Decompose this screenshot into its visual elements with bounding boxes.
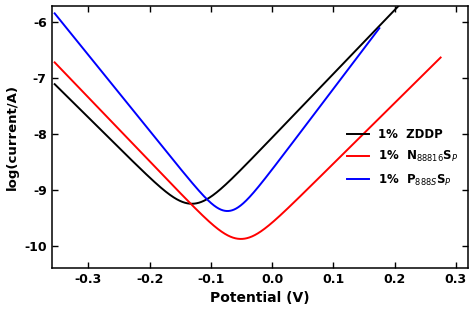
Line: 1%  P$_{888S}$S$_{P}$: 1% P$_{888S}$S$_{P}$: [55, 13, 379, 211]
1%  ZDDP: [154, 182, 159, 186]
Line: 1%  N$_{88816}$S$_{P}$: 1% N$_{88816}$S$_{P}$: [55, 58, 441, 239]
Legend: 1%  ZDDP, 1%  N$_{88816}$S$_{P}$, 1%  P$_{888S}$S$_{P}$: 1% ZDDP, 1% N$_{88816}$S$_{P}$, 1% P$_{8…: [347, 128, 458, 188]
1%  ZDDP: [158, 186, 164, 189]
1%  P$_{888S}$S$_{P}$: [335, 81, 341, 85]
X-axis label: Potential (V): Potential (V): [210, 291, 310, 305]
1%  N$_{88816}$S$_{P}$: [52, 61, 57, 64]
1%  P$_{888S}$S$_{P}$: [376, 26, 382, 30]
1%  N$_{88816}$S$_{P}$: [96, 106, 101, 110]
1%  ZDDP: [246, 160, 252, 164]
1%  ZDDP: [52, 82, 57, 86]
1%  N$_{88816}$S$_{P}$: [200, 214, 206, 217]
1%  N$_{88816}$S$_{P}$: [217, 228, 222, 232]
1%  ZDDP: [296, 108, 302, 112]
1%  ZDDP: [213, 191, 219, 195]
1%  P$_{888S}$S$_{P}$: [225, 209, 230, 213]
1%  N$_{88816}$S$_{P}$: [438, 56, 444, 59]
1%  P$_{888S}$S$_{P}$: [108, 81, 114, 85]
1%  P$_{888S}$S$_{P}$: [89, 57, 94, 61]
1%  P$_{888S}$S$_{P}$: [191, 182, 196, 186]
1%  ZDDP: [189, 202, 195, 206]
1%  ZDDP: [282, 123, 287, 127]
1%  N$_{88816}$S$_{P}$: [430, 63, 436, 67]
1%  P$_{888S}$S$_{P}$: [52, 12, 57, 15]
1%  N$_{88816}$S$_{P}$: [119, 130, 125, 134]
Line: 1%  ZDDP: 1% ZDDP: [55, 0, 415, 204]
1%  P$_{888S}$S$_{P}$: [370, 35, 376, 38]
1%  N$_{88816}$S$_{P}$: [389, 104, 394, 108]
1%  P$_{888S}$S$_{P}$: [176, 165, 182, 169]
Y-axis label: log(current/A): log(current/A): [6, 84, 18, 190]
1%  N$_{88816}$S$_{P}$: [238, 237, 244, 241]
